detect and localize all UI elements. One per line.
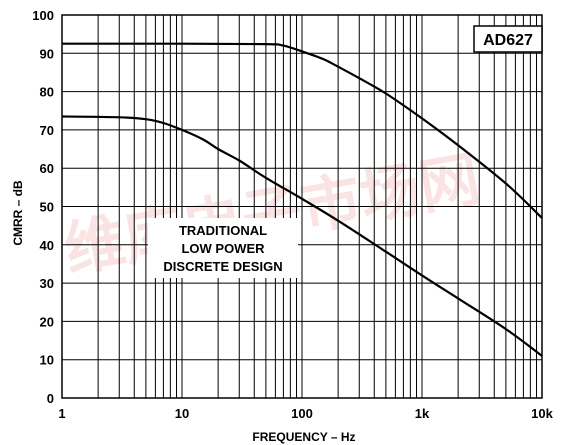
annotation-line-3: DISCRETE DESIGN [163,259,282,274]
series-group [61,42,543,357]
product-label: AD627 [483,32,533,49]
annotation-box [148,218,298,278]
x-tick-label: 1 [58,406,65,421]
x-tick-labels: 1 10 100 1k 10k [58,406,553,421]
y-tick-label: 40 [40,238,54,253]
x-tick-label: 1k [415,406,430,421]
y-tick-label: 100 [32,8,54,23]
y-tick-labels: 0 10 20 30 40 50 60 70 80 90 100 [32,8,54,406]
y-axis-title: CMRR – dB [11,180,25,246]
y-tick-label: 70 [40,123,54,138]
y-tick-label: 10 [40,353,54,368]
x-axis-title: FREQUENCY – Hz [252,430,355,444]
y-tick-label: 50 [40,200,54,215]
y-tick-label: 30 [40,276,54,291]
annotation-line-1: TRADITIONAL [179,223,267,238]
y-tick-label: 60 [40,161,54,176]
series-line-2 [61,115,543,357]
y-tick-label: 90 [40,46,54,61]
series-line-1 [62,42,543,219]
annotation-line-2: LOW POWER [181,241,265,256]
y-tick-label: 20 [40,314,54,329]
grid [62,15,542,398]
x-tick-label: 100 [291,406,313,421]
x-tick-label: 10k [531,406,553,421]
x-tick-label: 10 [175,406,189,421]
plot-area [61,14,543,399]
y-tick-label: 0 [47,391,54,406]
y-tick-label: 80 [40,85,54,100]
product-badge [473,25,543,53]
